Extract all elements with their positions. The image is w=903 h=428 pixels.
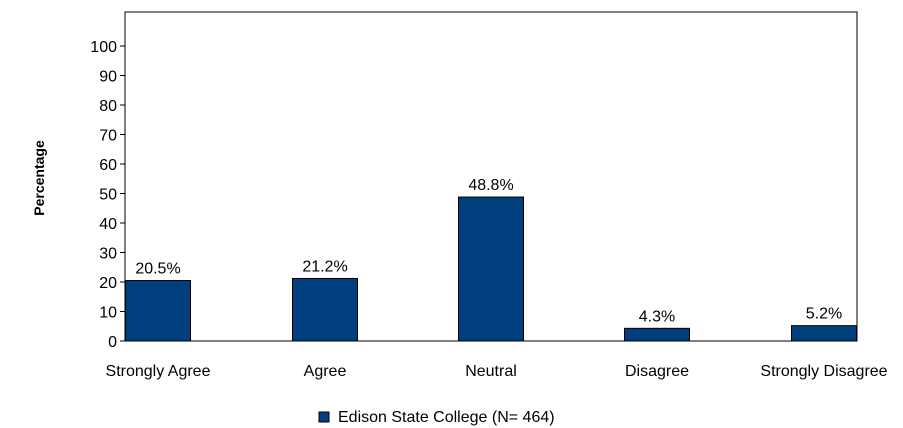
data-label: 21.2% [302,258,347,275]
y-tick-label: 70 [99,128,117,145]
bar-neutral [458,196,524,342]
bar-disagree [624,327,690,342]
y-tick-label: 10 [99,305,117,322]
y-tick-label: 40 [99,216,117,233]
category-label: Neutral [465,363,517,380]
bars: 20.5% 21.2% 48.8% 4.3% 5.2% [125,177,857,342]
data-label: 5.2% [806,306,842,323]
y-axis-label: Percentage [31,140,47,216]
category-label: Agree [304,363,347,380]
category-label: Strongly Agree [106,363,211,380]
data-label: 20.5% [135,261,180,278]
y-tick-label: 20 [99,275,117,292]
bar-agree [292,277,358,342]
legend-swatch [318,411,330,423]
data-label: 4.3% [639,308,675,325]
y-axis-ticks: 0 10 20 30 40 50 60 70 80 90 100 [90,39,125,351]
y-tick-label: 50 [99,187,117,204]
y-tick-label: 100 [90,39,117,56]
bar-strongly-agree [125,280,191,342]
y-tick-label: 60 [99,157,117,174]
category-labels: Strongly Agree Agree Neutral Disagree Strong… [106,363,888,380]
data-label: 48.8% [468,177,513,194]
legend-label: Edison State College (N= 464) [338,409,555,426]
category-label: Strongly Disagree [760,363,887,380]
bar-strongly-disagree [791,325,857,342]
legend: Edison State College (N= 464) [318,409,555,426]
category-label: Disagree [625,363,689,380]
y-tick-label: 30 [99,246,117,263]
y-tick-label: 90 [99,69,117,86]
y-tick-label: 80 [99,98,117,115]
y-tick-label: 0 [108,334,117,351]
